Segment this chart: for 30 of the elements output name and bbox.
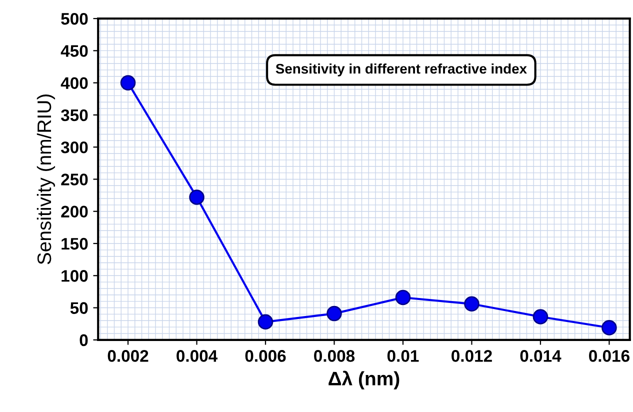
point — [189, 190, 204, 205]
x-tick-label: 0.01 — [387, 350, 419, 362]
y-tick-label: 150 — [62, 238, 88, 250]
point — [120, 75, 136, 90]
y-tick-label: 0 — [80, 334, 88, 346]
y-tick-label: 300 — [60, 141, 88, 154]
x-axis-title: Δλ (nm) — [328, 370, 400, 390]
y-tick-label: 100 — [62, 270, 88, 282]
x-tick-label: 0.006 — [245, 350, 286, 362]
y-axis-title: Sensitivity (nm/RIU) — [36, 94, 56, 264]
annotation: Sensitivity in different refractive index — [276, 63, 527, 76]
point — [464, 296, 480, 312]
x-tick-label: 0.004 — [176, 350, 218, 362]
y-tick-label: 50 — [70, 302, 88, 314]
point — [326, 306, 342, 322]
x-tick-label: 0.008 — [314, 350, 355, 362]
y-tick-label: 200 — [61, 206, 88, 218]
x-tick-label: 0.016 — [589, 350, 630, 362]
point — [258, 314, 274, 330]
y-tick-label: 400 — [60, 77, 88, 90]
y-tick-label: 500 — [61, 12, 88, 25]
x-tick-label: 0.002 — [108, 350, 148, 362]
y-tick-label: 350 — [60, 109, 88, 122]
y-tick-label: 450 — [60, 45, 88, 57]
x-tick-label: 0.014 — [520, 350, 562, 362]
point — [395, 290, 411, 306]
point — [602, 320, 617, 336]
y-tick-label: 250 — [61, 174, 88, 186]
point — [532, 309, 548, 324]
x-tick-label: 0.012 — [452, 350, 492, 362]
